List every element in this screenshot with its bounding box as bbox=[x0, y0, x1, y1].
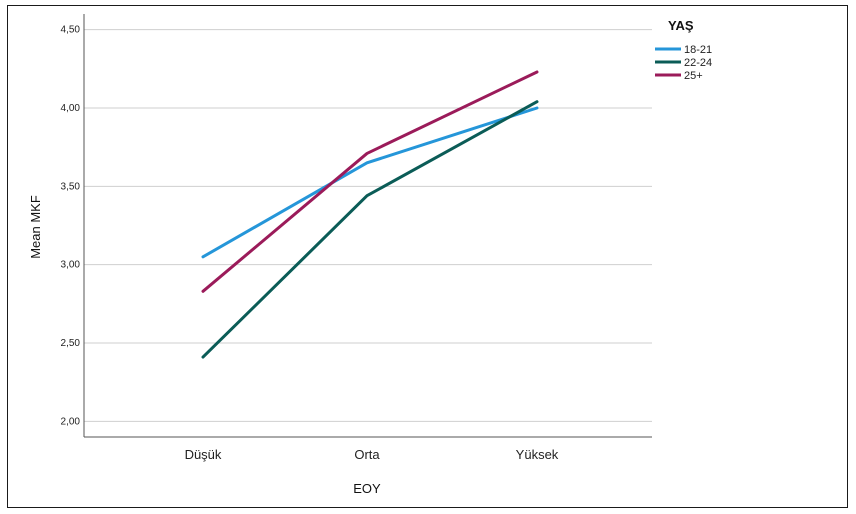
legend-title: YAŞ bbox=[668, 18, 694, 33]
y-tick-labels: 2,00 2,50 3,00 3,50 4,00 4,50 bbox=[61, 25, 81, 428]
chart-frame bbox=[7, 5, 848, 508]
legend-entry: 25+ bbox=[684, 70, 703, 82]
series-line-22-24 bbox=[201, 100, 539, 359]
x-tick-label: Düşük bbox=[185, 447, 222, 462]
grid-lines bbox=[84, 29, 652, 422]
x-tick-label: Orta bbox=[354, 447, 380, 462]
x-axis-label: EOY bbox=[353, 481, 381, 496]
y-tick-label: 4,00 bbox=[61, 103, 81, 114]
x-tick-labels: Düşük Orta Yüksek bbox=[185, 447, 559, 462]
series-lines bbox=[201, 70, 539, 359]
y-tick-label: 2,50 bbox=[61, 338, 81, 349]
legend-entry: 22-24 bbox=[684, 57, 712, 69]
legend-entry: 18-21 bbox=[684, 44, 712, 56]
y-tick-label: 3,50 bbox=[61, 181, 81, 192]
series-line-18-21 bbox=[201, 106, 539, 259]
y-axis-label: Mean MKF bbox=[28, 195, 43, 259]
series-line-25+ bbox=[201, 70, 539, 293]
axes bbox=[83, 14, 652, 438]
y-tick-label: 4,50 bbox=[61, 25, 81, 36]
x-tick-label: Yüksek bbox=[516, 447, 559, 462]
y-tick-label: 3,00 bbox=[61, 260, 81, 271]
y-tick-label: 2,00 bbox=[61, 416, 81, 427]
